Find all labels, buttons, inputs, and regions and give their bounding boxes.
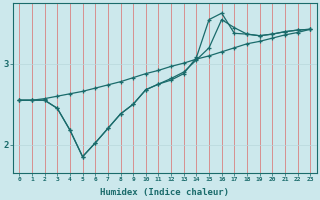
X-axis label: Humidex (Indice chaleur): Humidex (Indice chaleur) xyxy=(100,188,229,197)
